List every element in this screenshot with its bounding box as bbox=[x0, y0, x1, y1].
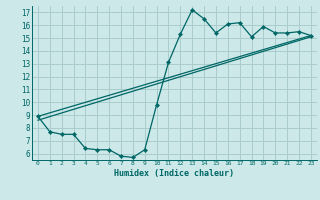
X-axis label: Humidex (Indice chaleur): Humidex (Indice chaleur) bbox=[115, 169, 234, 178]
